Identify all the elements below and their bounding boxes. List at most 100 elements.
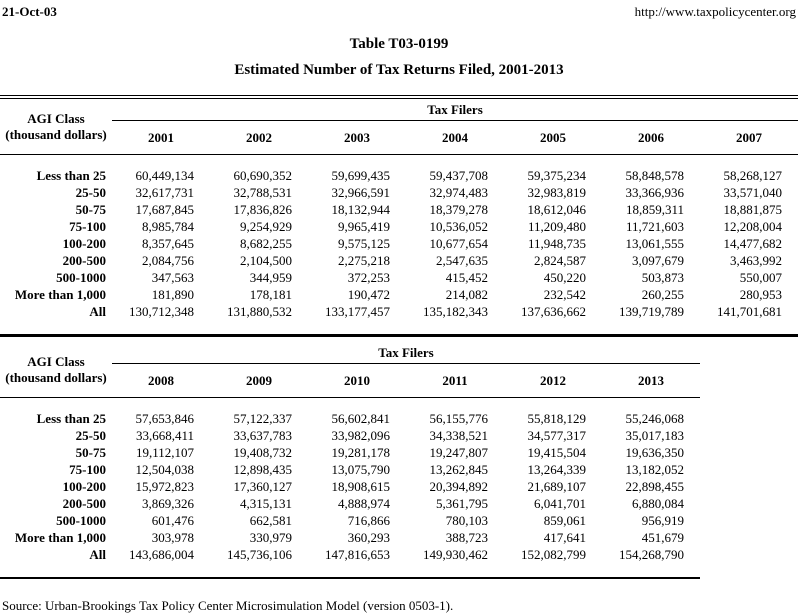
cell-value: 35,017,183 — [625, 428, 685, 443]
cell-value: 17,360,127 — [233, 479, 293, 494]
cell-value: 139,719,789 — [619, 304, 684, 319]
cell-value: 4,315,131 — [240, 496, 292, 511]
cell-value: 19,281,178 — [331, 445, 391, 460]
cell-value: 2,547,635 — [436, 253, 488, 268]
row-label: 100-200 — [62, 236, 106, 251]
table-row: Less than 25 60,449,134 60,690,352 59,699,4… — [0, 155, 798, 185]
table-row: 50-75 17,687,845 17,836,826 18,132,944 18,37… — [0, 201, 798, 218]
cell-value: 145,736,106 — [227, 547, 292, 562]
cell-value: 19,636,350 — [625, 445, 685, 460]
cell-value: 15,972,823 — [135, 479, 195, 494]
cell-value: 8,682,255 — [240, 236, 292, 251]
table-row: All 143,686,004 145,736,106 147,816,653 149,… — [0, 546, 700, 563]
cell-value: 780,103 — [445, 513, 488, 528]
cell-value: 141,701,681 — [717, 304, 783, 319]
cell-value: 2,824,587 — [534, 253, 586, 268]
cell-value: 59,437,708 — [429, 168, 489, 183]
table-row: All 130,712,348 131,880,532 133,177,457 135,… — [0, 303, 798, 320]
cell-value: 372,253 — [347, 270, 390, 285]
cell-value: 859,061 — [543, 513, 586, 528]
year-header: 2012 — [504, 363, 602, 398]
cell-value: 13,061,555 — [625, 236, 685, 251]
cell-value: 178,181 — [249, 287, 292, 302]
cell-value: 56,602,841 — [331, 411, 391, 426]
row-label: 50-75 — [75, 445, 106, 460]
cell-value: 330,979 — [249, 530, 292, 545]
page-url: http://www.taxpolicycenter.org — [634, 4, 796, 19]
cell-value: 8,985,784 — [142, 219, 194, 234]
cell-value: 13,264,339 — [527, 462, 587, 477]
cell-value: 6,041,701 — [534, 496, 586, 511]
cell-value: 55,818,129 — [527, 411, 587, 426]
table-subtitle: Estimated Number of Tax Returns Filed, 2… — [234, 62, 564, 78]
table-header: AGI Class (thousand dollars) Tax Filers 200… — [0, 99, 798, 155]
row-label: 75-100 — [69, 462, 106, 477]
cell-value: 33,366,936 — [625, 185, 685, 200]
cell-value: 22,898,455 — [625, 479, 685, 494]
cell-value: 17,836,826 — [233, 202, 293, 217]
table-row: 75-100 12,504,038 12,898,435 13,075,790 13,2… — [0, 461, 700, 478]
cell-value: 33,637,783 — [233, 428, 293, 443]
row-label: 200-500 — [62, 253, 106, 268]
cell-value: 59,699,435 — [331, 168, 391, 183]
cell-value: 33,982,096 — [331, 428, 391, 443]
table-row: Less than 25 57,653,846 57,122,337 56,602,8… — [0, 398, 700, 428]
cell-value: 18,612,046 — [527, 202, 587, 217]
cell-value: 214,082 — [445, 287, 488, 302]
cell-value: 415,452 — [445, 270, 488, 285]
row-label: All — [89, 304, 106, 319]
title-block: Table T03-0199 Estimated Number of Tax R… — [0, 37, 798, 78]
cell-value: 181,890 — [151, 287, 194, 302]
table-row: 75-100 8,985,784 9,254,929 9,965,419 10,536,… — [0, 218, 798, 235]
cell-value: 152,082,799 — [521, 547, 586, 562]
table-row: 200-500 3,869,326 4,315,131 4,888,974 5,361,… — [0, 495, 700, 512]
cell-value: 19,415,504 — [527, 445, 587, 460]
table-body: Less than 25 57,653,846 57,122,337 56,602,8… — [0, 398, 700, 564]
cell-value: 6,880,084 — [632, 496, 684, 511]
cell-value: 32,966,591 — [331, 185, 391, 200]
cell-value: 417,641 — [543, 530, 586, 545]
year-header: 2003 — [308, 120, 406, 155]
cell-value: 57,122,337 — [233, 411, 293, 426]
cell-value: 13,075,790 — [331, 462, 391, 477]
cell-value: 137,636,662 — [521, 304, 586, 319]
cell-value: 133,177,457 — [325, 304, 390, 319]
cell-value: 56,155,776 — [429, 411, 489, 426]
header-row-group: AGI Class (thousand dollars) Tax Filers — [0, 342, 700, 398]
cell-value: 60,690,352 — [233, 168, 293, 183]
cell-value: 12,504,038 — [135, 462, 195, 477]
cell-value: 601,476 — [151, 513, 194, 528]
cell-value: 11,948,735 — [527, 236, 586, 251]
cell-value: 131,880,532 — [227, 304, 292, 319]
row-label: 100-200 — [62, 479, 106, 494]
table-row: 25-50 33,668,411 33,637,783 33,982,096 34,33… — [0, 427, 700, 444]
year-header: 2006 — [602, 120, 700, 155]
cell-value: 8,357,645 — [142, 236, 194, 251]
cell-value: 19,247,807 — [429, 445, 489, 460]
cell-value: 2,275,218 — [338, 253, 390, 268]
cell-value: 232,542 — [543, 287, 586, 302]
cell-value: 33,668,411 — [135, 428, 194, 443]
cell-value: 18,132,944 — [331, 202, 391, 217]
cell-value: 154,268,790 — [619, 547, 684, 562]
cell-value: 190,472 — [347, 287, 390, 302]
agi-class-header-line2: (thousand dollars) — [5, 126, 107, 142]
table-row: 100-200 15,972,823 17,360,127 18,908,615 20,… — [0, 478, 700, 495]
cell-value: 58,848,578 — [625, 168, 685, 183]
cell-value: 20,394,892 — [429, 479, 489, 494]
cell-value: 956,919 — [641, 513, 684, 528]
cell-value: 451,679 — [641, 530, 684, 545]
cell-value: 32,983,819 — [527, 185, 587, 200]
cell-value: 450,220 — [543, 270, 586, 285]
cell-value: 550,007 — [739, 270, 783, 285]
cell-value: 18,859,311 — [625, 202, 684, 217]
table-row: 100-200 8,357,645 8,682,255 9,575,125 10,677… — [0, 235, 798, 252]
agi-class-header-line1: AGI Class — [27, 353, 85, 369]
year-header: 2004 — [406, 120, 504, 155]
cell-value: 19,112,107 — [135, 445, 194, 460]
cell-value: 716,866 — [347, 513, 390, 528]
cell-value: 12,898,435 — [233, 462, 293, 477]
cell-value: 388,723 — [445, 530, 488, 545]
row-label: 75-100 — [69, 219, 106, 234]
